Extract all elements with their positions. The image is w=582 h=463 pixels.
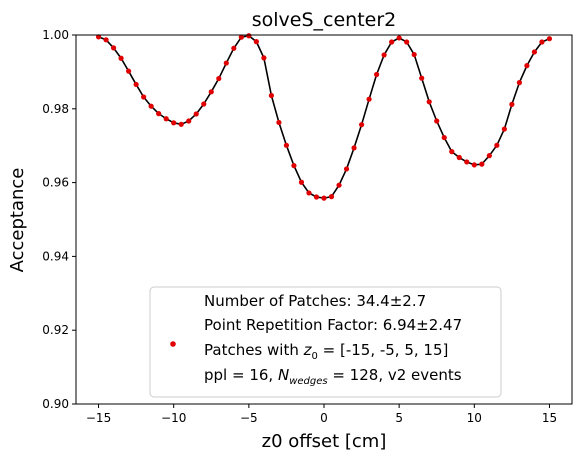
data-point <box>441 134 447 141</box>
legend-box <box>149 286 502 398</box>
data-point <box>156 111 162 117</box>
legend-line-4-sub: wedges <box>289 376 327 387</box>
legend-line-4-suffix: = 128, v2 events <box>328 366 462 384</box>
x-tick-label: 0 <box>320 411 328 425</box>
data-point <box>374 71 380 78</box>
x-tick-label: −15 <box>86 411 111 425</box>
legend-line-3-suffix: = [-15, -5, 5, 15] <box>318 341 449 359</box>
x-axis-label: z0 offset [cm] <box>262 431 387 452</box>
data-point <box>216 75 222 82</box>
data-point <box>321 195 327 201</box>
x-tick-label: −10 <box>161 411 186 425</box>
y-tick-label: 1.00 <box>42 28 69 42</box>
data-point <box>328 194 335 200</box>
data-point <box>396 35 402 41</box>
x-tick-label: 15 <box>542 411 557 425</box>
legend-line-4: ppl = 16, Nwedges = 128, v2 events <box>204 366 462 387</box>
data-point <box>479 161 485 167</box>
plot-area <box>95 33 553 201</box>
data-point <box>411 51 417 58</box>
data-point <box>141 94 147 100</box>
legend-line-2: Point Repetition Factor: 6.94±2.47 <box>204 316 462 334</box>
data-point <box>283 142 290 148</box>
data-point <box>524 63 530 69</box>
data-point <box>118 55 124 61</box>
data-point <box>261 55 267 61</box>
data-point <box>223 60 229 66</box>
data-point <box>163 116 169 122</box>
data-point <box>238 34 244 40</box>
x-tick-label: 10 <box>467 411 482 425</box>
y-tick-label: 0.90 <box>42 397 69 411</box>
y-axis-label: Acceptance <box>7 168 28 273</box>
data-point <box>336 182 342 188</box>
legend-marker <box>170 341 176 347</box>
data-point <box>268 92 274 99</box>
data-point <box>201 101 207 107</box>
data-point <box>110 45 117 51</box>
y-tick-label: 0.96 <box>42 176 69 190</box>
data-point <box>313 194 320 200</box>
plot-frame <box>75 34 573 405</box>
data-point <box>509 101 515 107</box>
data-point <box>246 33 252 39</box>
legend-line-1: Number of Patches: 34.4±2.7 <box>204 292 426 310</box>
data-point <box>486 153 492 159</box>
legend-line-3-prefix: Patches with <box>204 341 304 359</box>
data-point <box>419 75 425 81</box>
data-point <box>193 111 199 117</box>
data-point <box>126 68 132 74</box>
data-point <box>186 118 192 124</box>
data-point <box>351 145 357 151</box>
data-point <box>343 166 350 172</box>
data-point <box>389 39 395 45</box>
data-point <box>494 142 500 148</box>
data-point <box>449 149 455 155</box>
data-point <box>231 45 237 51</box>
data-point <box>404 39 410 45</box>
y-tick-label: 0.92 <box>42 323 69 337</box>
data-point <box>501 126 507 132</box>
data-point <box>434 118 440 124</box>
legend-line-3-var: z <box>303 341 313 359</box>
data-point <box>531 49 538 55</box>
legend-line-4-var: N <box>278 366 289 384</box>
data-point <box>381 52 387 58</box>
data-point <box>471 162 477 168</box>
legend-line-3: Patches with z0 = [-15, -5, 5, 15] <box>204 341 448 362</box>
data-point <box>171 120 177 126</box>
data-point <box>366 96 372 102</box>
data-point <box>298 179 305 185</box>
data-point <box>178 121 184 127</box>
legend: Number of Patches: 34.4±2.7 Point Repeti… <box>149 286 502 398</box>
y-tick-label: 0.94 <box>42 249 69 263</box>
y-tick-label: 0.98 <box>42 102 69 116</box>
chart-title: solveS_center2 <box>252 9 397 31</box>
data-point <box>148 103 154 109</box>
data-point <box>95 34 102 40</box>
data-point <box>464 159 470 165</box>
data-point <box>426 99 432 105</box>
data-point <box>133 81 139 88</box>
data-point <box>456 154 462 161</box>
data-point <box>539 39 545 45</box>
data-point <box>306 190 312 196</box>
data-point <box>103 37 109 43</box>
data-point <box>516 80 522 86</box>
x-tick-label: −5 <box>240 411 258 425</box>
axis-ticks: −15 −10 −5 0 5 10 15 0.90 0.92 0.94 0.96 0.98 1.00 <box>42 28 557 425</box>
data-point <box>291 163 297 169</box>
data-point <box>253 39 259 45</box>
data-point <box>546 36 553 42</box>
legend-line-4-prefix: ppl = 16, <box>204 366 278 384</box>
data-point <box>276 119 282 126</box>
x-tick-label: 5 <box>395 411 403 425</box>
legend-line-3-sub: 0 <box>311 351 317 362</box>
data-point <box>208 89 214 95</box>
data-point <box>358 122 365 128</box>
